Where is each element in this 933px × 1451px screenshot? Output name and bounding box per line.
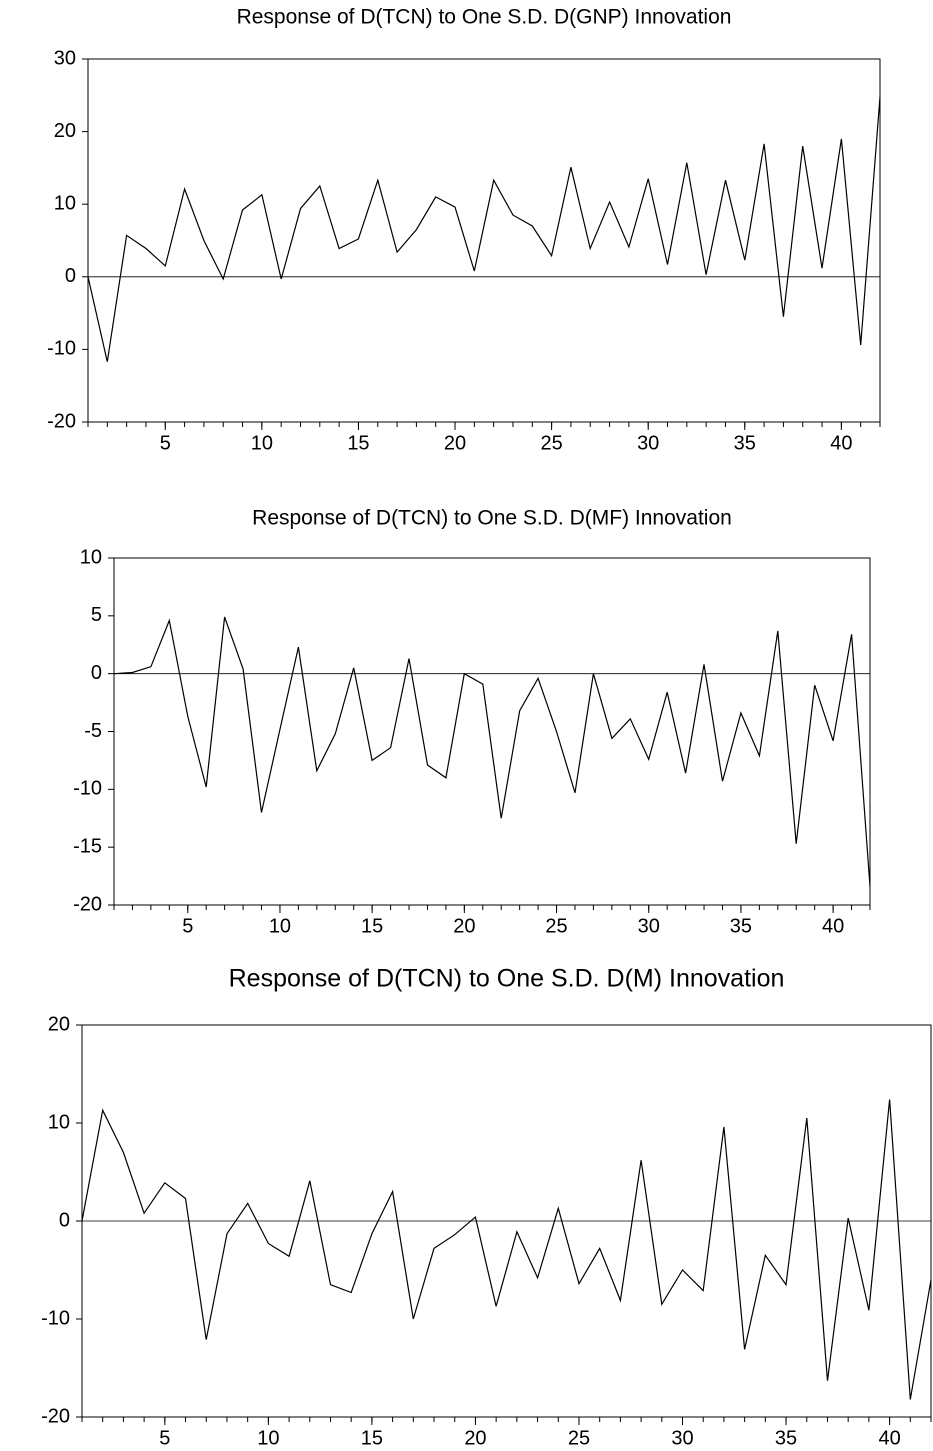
y-tick-label: 20: [54, 120, 76, 142]
x-tick-label: 30: [671, 1427, 693, 1449]
y-tick-label: 20: [48, 1013, 70, 1035]
x-tick-label: 30: [638, 915, 660, 937]
plot-frame: [87, 58, 881, 423]
x-tick-label: 40: [878, 1427, 900, 1449]
y-tick-label: -10: [47, 338, 76, 360]
y-tick-label: 10: [54, 192, 76, 214]
x-tick-label: 5: [182, 915, 193, 937]
x-tick-label: 15: [361, 915, 383, 937]
y-tick-label: -10: [73, 778, 102, 800]
data-line: [81, 1099, 932, 1400]
data-line: [113, 616, 871, 887]
x-tick-label: 25: [568, 1427, 590, 1449]
x-tick-label: 40: [830, 432, 852, 454]
x-tick-label: 20: [453, 915, 475, 937]
data-line: [87, 96, 881, 362]
y-tick-label: 5: [91, 604, 102, 626]
x-tick-label: 25: [545, 915, 567, 937]
x-tick-label: 5: [159, 1427, 170, 1449]
y-tick-label: 10: [80, 546, 102, 568]
chart-title: Response of D(TCN) to One S.D. D(GNP) In…: [237, 6, 732, 29]
plot-frame: [113, 557, 871, 906]
y-tick-label: 0: [91, 662, 102, 684]
x-tick-label: 35: [730, 915, 752, 937]
y-tick-label: -15: [73, 835, 102, 857]
y-tick-label: 10: [48, 1111, 70, 1133]
y-tick-label: 0: [59, 1209, 70, 1231]
x-tick-label: 25: [540, 432, 562, 454]
chart-title: Response of D(TCN) to One S.D. D(M) Inno…: [229, 965, 785, 993]
y-tick-label: -20: [73, 893, 102, 915]
y-tick-label: 30: [54, 47, 76, 69]
x-tick-label: 10: [257, 1427, 279, 1449]
y-tick-label: -10: [41, 1307, 70, 1329]
x-tick-label: 15: [361, 1427, 383, 1449]
x-tick-label: 20: [444, 432, 466, 454]
x-tick-label: 40: [822, 915, 844, 937]
x-tick-label: 5: [160, 432, 171, 454]
x-tick-label: 35: [775, 1427, 797, 1449]
x-tick-label: 10: [269, 915, 291, 937]
chart-title: Response of D(TCN) to One S.D. D(MF) Inn…: [252, 507, 732, 530]
y-tick-label: -5: [84, 720, 102, 742]
y-tick-label: 0: [65, 265, 76, 287]
x-tick-label: 30: [637, 432, 659, 454]
x-tick-label: 20: [464, 1427, 486, 1449]
y-tick-label: -20: [47, 410, 76, 432]
y-tick-label: -20: [41, 1405, 70, 1427]
x-tick-label: 35: [734, 432, 756, 454]
x-tick-label: 15: [347, 432, 369, 454]
x-tick-label: 10: [251, 432, 273, 454]
